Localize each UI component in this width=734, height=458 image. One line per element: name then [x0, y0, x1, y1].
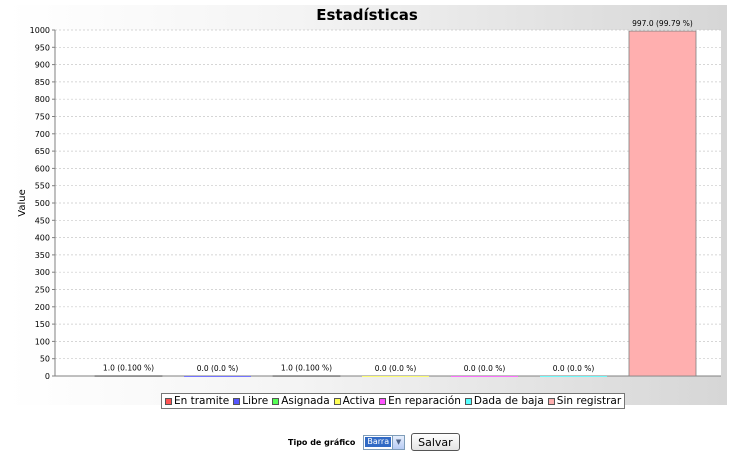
chart-panel: Estadísticas 0 50 100 150 200 250 300 350 400 450… [7, 5, 727, 409]
legend-label: Libre [242, 395, 269, 407]
y-tick-label: 950 [35, 43, 50, 52]
save-button[interactable]: Salvar [411, 433, 460, 451]
data-label: 0.0 (0.0 %) [375, 364, 417, 373]
legend-label: Activa [342, 395, 376, 407]
y-tick-label: 750 [35, 113, 50, 122]
y-tick-label: 50 [40, 355, 50, 364]
y-tick-label: 400 [35, 234, 50, 243]
legend-swatch [547, 397, 555, 405]
legend-label: Asignada [281, 395, 330, 407]
legend-swatch [379, 397, 387, 405]
legend-swatch [165, 397, 172, 405]
data-label: 0.0 (0.0 %) [197, 364, 239, 373]
y-tick-label: 800 [35, 95, 50, 104]
bar-dada-de-baja [540, 376, 607, 377]
legend-label: En tramite [174, 395, 230, 407]
y-tick-label: 0 [45, 372, 50, 381]
y-tick-label: 500 [35, 199, 50, 208]
bar-en-reparación [451, 376, 518, 377]
legend-item: Asignada [272, 395, 330, 407]
legend-swatch [464, 397, 472, 405]
chart-title: Estadísticas [316, 6, 418, 24]
bar-libre [184, 376, 251, 377]
bar-asignada [272, 375, 341, 377]
legend-swatch [233, 397, 241, 405]
legend-label: En reparación [388, 395, 461, 407]
y-tick-label: 700 [35, 130, 50, 139]
data-label: 1.0 (0.100 %) [103, 364, 154, 373]
y-tick-label: 300 [35, 268, 50, 277]
data-label: 1.0 (0.100 %) [281, 364, 332, 373]
chart-type-selected-value: Barra [365, 437, 392, 447]
y-tick-label: 900 [35, 61, 50, 70]
y-tick-label: 150 [35, 320, 50, 329]
chart-type-label: Tipo de gráfico [288, 437, 356, 447]
y-tick-label: 1000 [30, 26, 50, 35]
y-tick-label: 250 [35, 286, 50, 295]
bar-en-tramite [94, 375, 163, 377]
legend-item: Sin registrar [547, 395, 622, 407]
legend-item: Dada de baja [464, 395, 544, 407]
data-label: 0.0 (0.0 %) [553, 364, 595, 373]
legend-swatch [333, 397, 341, 405]
legend-label: Sin registrar [556, 395, 622, 407]
chart-legend: En tramite Libre Asignada Activa En reparaci… [161, 393, 626, 409]
y-tick-label: 100 [35, 337, 50, 346]
data-label: 997.0 (99.79 %) [632, 19, 693, 28]
legend-item: Libre [233, 395, 268, 407]
bar-chart: 0 50 100 150 200 250 300 350 400 450 500 550 600 650 7… [17, 19, 721, 381]
bar-sin-registrar [628, 30, 697, 377]
y-axis-label: Value [17, 189, 28, 216]
y-tick-label: 200 [35, 303, 50, 312]
data-label: 0.0 (0.0 %) [464, 364, 506, 373]
legend-item: En reparación [379, 395, 461, 407]
y-tick-label: 650 [35, 147, 50, 156]
y-tick-label: 350 [35, 251, 50, 260]
chart-controls: Tipo de gráfico Barra ▼ Salvar [288, 433, 460, 451]
y-tick-label: 450 [35, 216, 50, 225]
chart-type-select[interactable]: Barra ▼ [363, 434, 406, 450]
chevron-down-icon[interactable]: ▼ [392, 435, 405, 449]
legend-item: Activa [333, 395, 376, 407]
y-tick-label: 850 [35, 78, 50, 87]
y-tick-label: 550 [35, 182, 50, 191]
y-tick-label: 600 [35, 164, 50, 173]
legend-swatch [272, 397, 280, 405]
legend-label: Dada de baja [473, 395, 544, 407]
bar-activa [362, 376, 429, 377]
legend-item: En tramite [165, 395, 229, 407]
